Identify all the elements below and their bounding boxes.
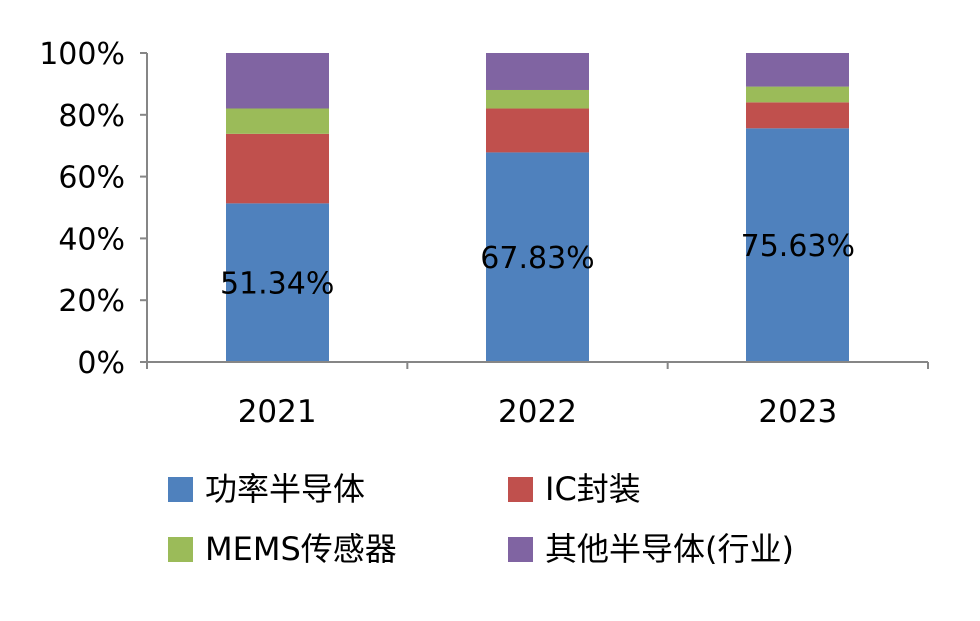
bar-segment-2022-series-1: [486, 108, 589, 153]
data-label: 75.63%: [741, 229, 855, 264]
chart-plot: 2021 2022 2023 51.34% 67.83% 75.63% 0% 20% 40% 60…: [39, 37, 929, 430]
bar-segment-2022-series-2: [486, 89, 589, 109]
bar-segment-2021-series-0: [226, 203, 329, 362]
data-label: 67.83%: [480, 241, 594, 276]
x-tick-label: 2021: [238, 394, 317, 430]
legend-swatch: [508, 536, 533, 562]
x-tick-label: 2023: [758, 394, 837, 430]
legend-label: 其他半导体(行业): [545, 530, 794, 568]
bar-segment-2023-series-0: [746, 128, 849, 362]
bar-segment-2021-series-3: [226, 53, 329, 109]
y-tick-label: 0%: [77, 346, 125, 381]
y-tick-label: 100%: [39, 37, 125, 72]
legend-swatch: [508, 476, 533, 502]
legend-label: MEMS传感器: [205, 530, 397, 568]
y-tick-label: 40%: [58, 222, 125, 257]
bar-segment-2022-series-3: [486, 53, 589, 90]
bar-segment-2023-series-3: [746, 53, 849, 87]
legend: 功率半导体 IC封装 MEMS传感器 其他半导体(行业): [168, 472, 868, 566]
legend-item-mems-sensor: MEMS传感器: [168, 532, 508, 566]
bar-segment-2022-series-0: [486, 152, 589, 362]
bar-segment-2023-series-1: [746, 102, 849, 129]
bar-segment-2023-series-2: [746, 86, 849, 103]
legend-item-power-semiconductor: 功率半导体: [168, 472, 508, 506]
legend-label: 功率半导体: [205, 470, 366, 508]
y-tick-label: 80%: [58, 99, 125, 134]
y-tick-label: 60%: [58, 161, 125, 196]
bar-segment-2021-series-2: [226, 108, 329, 134]
bar-segment-2021-series-1: [226, 133, 329, 204]
legend-item-ic-packaging: IC封装: [508, 472, 848, 506]
legend-item-other-semiconductor: 其他半导体(行业): [508, 532, 848, 566]
legend-swatch: [168, 536, 193, 562]
x-tick-label: 2022: [498, 394, 577, 430]
y-tick-label: 20%: [58, 284, 125, 319]
legend-label: IC封装: [545, 470, 641, 508]
legend-swatch: [168, 476, 193, 502]
data-label: 51.34%: [220, 267, 334, 302]
